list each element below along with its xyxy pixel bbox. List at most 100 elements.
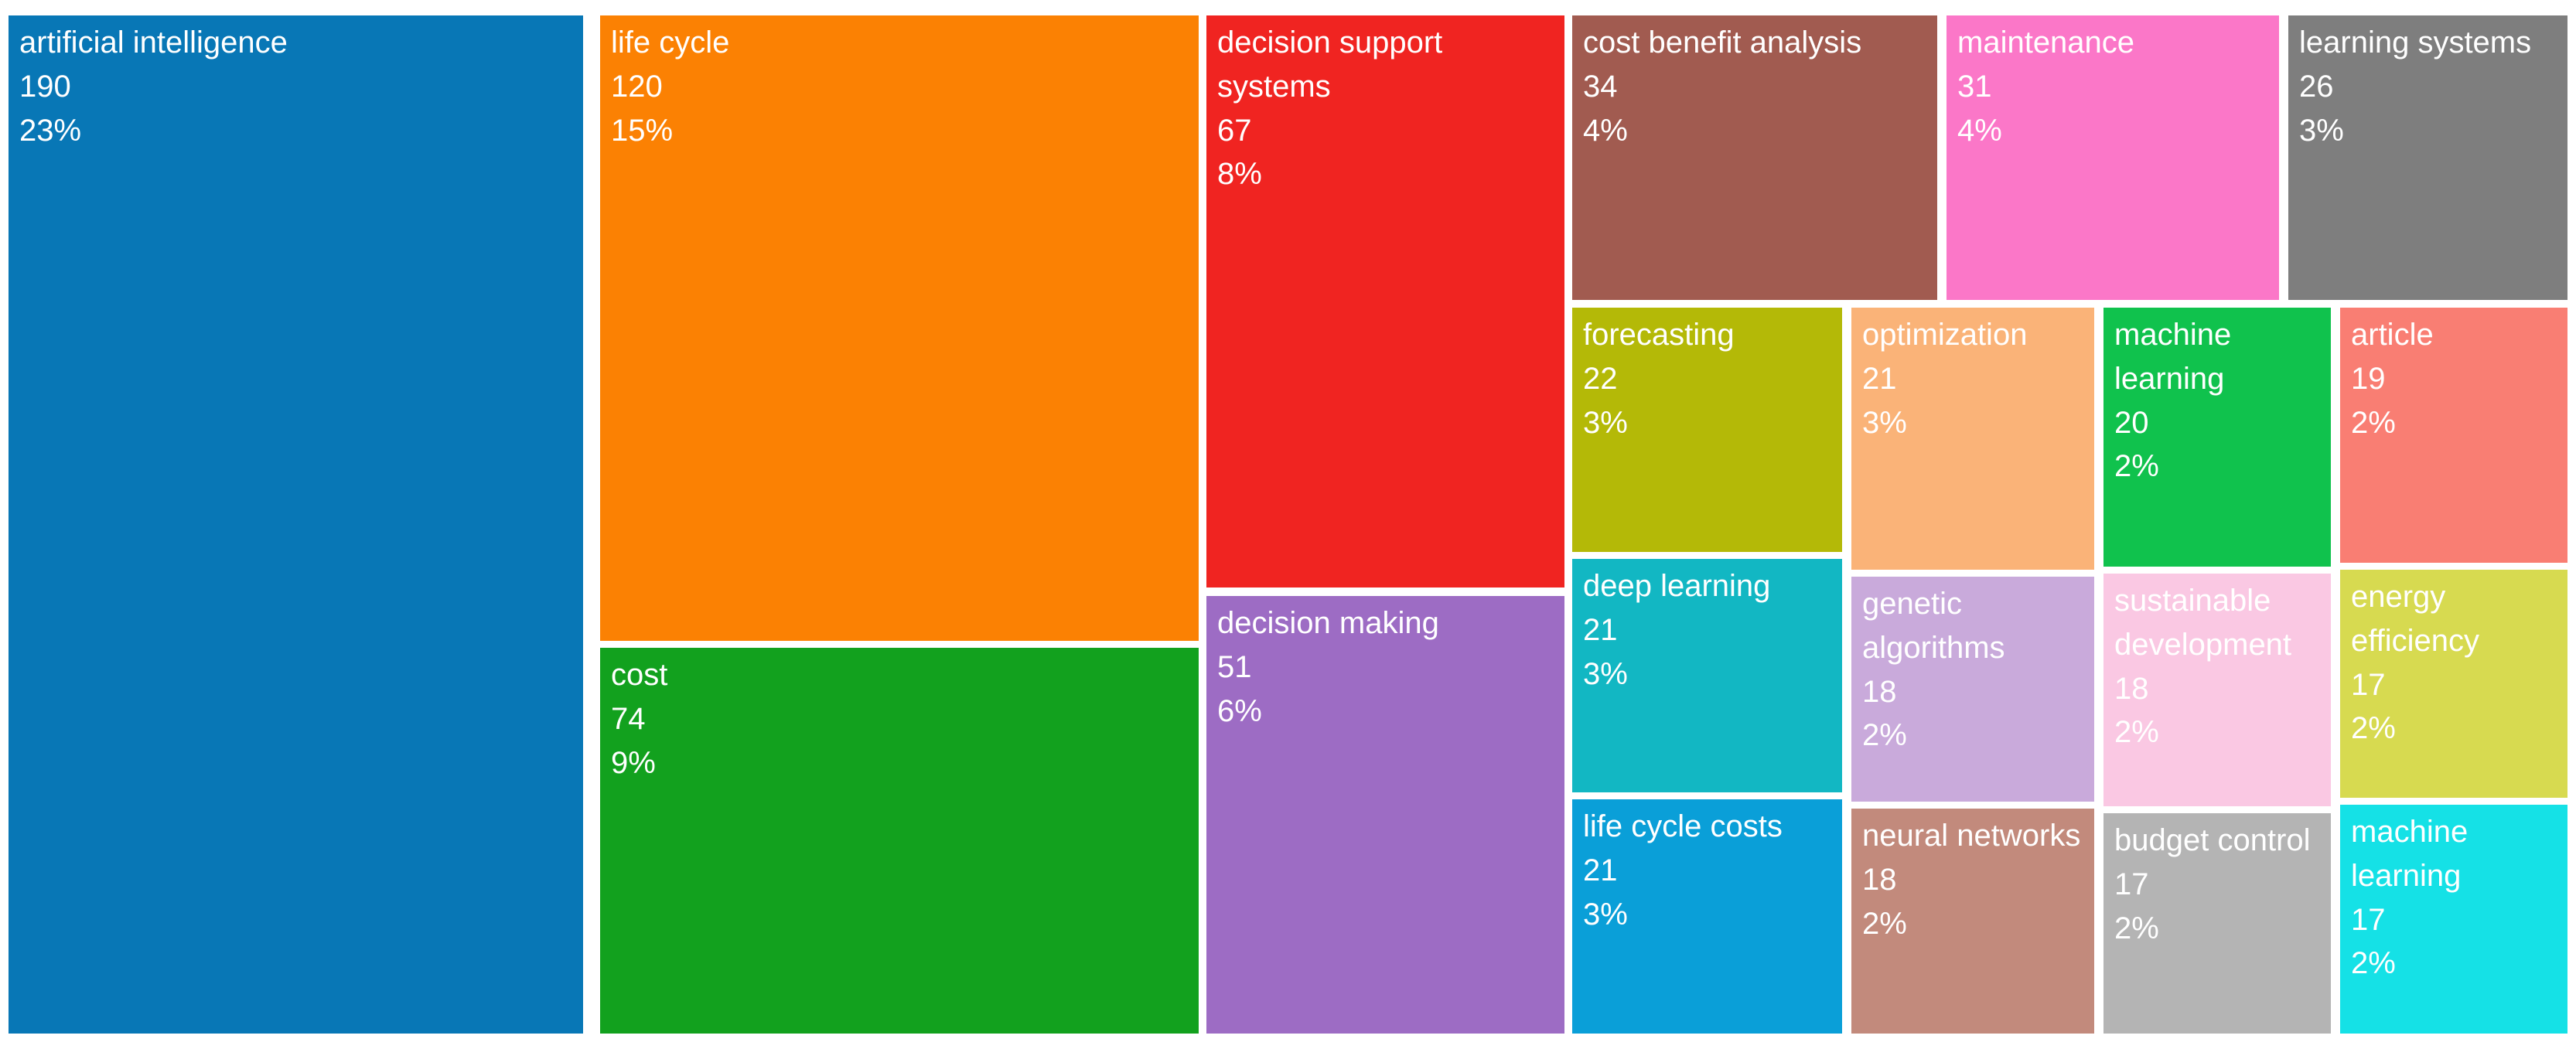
tile-text: genetic algorithms 18 2% bbox=[1851, 577, 2094, 763]
tile-term-label: genetic algorithms bbox=[1862, 587, 2005, 665]
tile-percent-value: 6% bbox=[1217, 693, 1262, 728]
tile-term-label: budget control bbox=[2114, 823, 2311, 857]
tile-count-value: 34 bbox=[1583, 69, 1618, 104]
tile-term-label: machine learning bbox=[2351, 815, 2469, 893]
tile-percent-value: 9% bbox=[611, 745, 656, 780]
tile-percent-value: 2% bbox=[2114, 715, 2159, 750]
tile-percent-value: 8% bbox=[1217, 157, 1262, 192]
treemap-tile-decision-support-systems: decision support systems 67 8% bbox=[1206, 15, 1564, 588]
tile-percent-value: 2% bbox=[2114, 449, 2159, 484]
tile-term-label: forecasting bbox=[1583, 318, 1735, 352]
tile-count-value: 19 bbox=[2351, 361, 2386, 396]
tile-term-label: life cycle costs bbox=[1583, 809, 1783, 843]
tile-text: artificial intelligence 190 23% bbox=[9, 15, 583, 158]
tile-count-value: 17 bbox=[2351, 902, 2386, 937]
treemap-tile-deep-learning: deep learning 21 3% bbox=[1572, 559, 1842, 792]
tile-count-value: 20 bbox=[2114, 405, 2149, 440]
tile-text: decision support systems 67 8% bbox=[1206, 15, 1564, 202]
tile-count-value: 51 bbox=[1217, 649, 1252, 684]
treemap-tile-machine-learning: machine learning 20 2% bbox=[2103, 308, 2331, 567]
tile-percent-value: 2% bbox=[2351, 711, 2396, 746]
tile-text: forecasting 22 3% bbox=[1572, 308, 1842, 450]
tile-percent-value: 2% bbox=[2351, 405, 2396, 440]
treemap-tile-cost-benefit-analysis: cost benefit analysis 34 4% bbox=[1572, 15, 1937, 300]
tile-term-label: life cycle bbox=[611, 26, 730, 60]
treemap-tile-sustainable-development: sustainable development 18 2% bbox=[2103, 574, 2331, 806]
tile-percent-value: 4% bbox=[1957, 113, 2002, 148]
tile-count-value: 120 bbox=[611, 69, 663, 104]
tile-text: optimization 21 3% bbox=[1851, 308, 2094, 450]
tile-count-value: 21 bbox=[1583, 612, 1618, 647]
tile-percent-value: 2% bbox=[2351, 946, 2396, 981]
tile-count-value: 18 bbox=[1862, 674, 1897, 709]
tile-term-label: learning systems bbox=[2299, 26, 2532, 60]
tile-count-value: 31 bbox=[1957, 69, 1992, 104]
tile-count-value: 26 bbox=[2299, 69, 2334, 104]
tile-count-value: 17 bbox=[2351, 667, 2386, 702]
tile-term-label: sustainable development bbox=[2114, 584, 2292, 662]
tile-count-value: 190 bbox=[19, 69, 71, 104]
tile-text: machine learning 20 2% bbox=[2103, 308, 2331, 494]
tile-count-value: 22 bbox=[1583, 361, 1618, 396]
tile-percent-value: 2% bbox=[1862, 718, 1907, 753]
tile-percent-value: 3% bbox=[2299, 113, 2344, 148]
tile-term-label: decision support systems bbox=[1217, 26, 1443, 104]
tile-percent-value: 23% bbox=[19, 113, 82, 148]
tile-count-value: 67 bbox=[1217, 113, 1252, 148]
treemap-tile-article: article 19 2% bbox=[2340, 308, 2567, 563]
treemap-tile-budget-control: budget control 17 2% bbox=[2103, 813, 2331, 1034]
treemap-tile-cost: cost 74 9% bbox=[600, 648, 1199, 1034]
treemap-tile-optimization: optimization 21 3% bbox=[1851, 308, 2094, 570]
tile-text: learning systems 26 3% bbox=[2288, 15, 2567, 158]
tile-term-label: optimization bbox=[1862, 318, 2028, 352]
tile-text: deep learning 21 3% bbox=[1572, 559, 1842, 701]
tile-term-label: machine learning bbox=[2114, 318, 2232, 396]
treemap-tile-life-cycle-costs: life cycle costs 21 3% bbox=[1572, 799, 1842, 1034]
tile-text: machine learning 17 2% bbox=[2340, 805, 2567, 991]
tile-text: life cycle 120 15% bbox=[600, 15, 1199, 158]
tile-percent-value: 15% bbox=[611, 113, 674, 148]
tile-term-label: artificial intelligence bbox=[19, 26, 288, 60]
treemap-tile-forecasting: forecasting 22 3% bbox=[1572, 308, 1842, 552]
treemap-tile-energy-efficiency: energy efficiency 17 2% bbox=[2340, 570, 2567, 798]
tile-text: article 19 2% bbox=[2340, 308, 2567, 450]
tile-percent-value: 3% bbox=[1862, 405, 1907, 440]
tile-percent-value: 2% bbox=[1862, 906, 1907, 941]
tile-count-value: 17 bbox=[2114, 867, 2149, 901]
tile-count-value: 21 bbox=[1862, 361, 1897, 396]
tile-percent-value: 3% bbox=[1583, 897, 1628, 931]
tile-term-label: maintenance bbox=[1957, 26, 2135, 60]
treemap-tile-maintenance: maintenance 31 4% bbox=[1947, 15, 2279, 300]
treemap-tile-learning-systems: learning systems 26 3% bbox=[2288, 15, 2567, 300]
tile-text: sustainable development 18 2% bbox=[2103, 574, 2331, 760]
tile-text: cost benefit analysis 34 4% bbox=[1572, 15, 1937, 158]
treemap-tile-decision-making: decision making 51 6% bbox=[1206, 596, 1564, 1034]
tile-term-label: energy efficiency bbox=[2351, 580, 2480, 658]
tile-term-label: decision making bbox=[1217, 606, 1439, 640]
treemap-tile-neural-networks: neural networks 18 2% bbox=[1851, 809, 2094, 1034]
tile-text: life cycle costs 21 3% bbox=[1572, 799, 1842, 942]
tile-count-value: 74 bbox=[611, 701, 646, 736]
tile-term-label: cost benefit analysis bbox=[1583, 26, 1862, 60]
tile-count-value: 18 bbox=[1862, 862, 1897, 897]
tile-text: decision making 51 6% bbox=[1206, 596, 1564, 738]
tile-term-label: article bbox=[2351, 318, 2434, 352]
tile-text: maintenance 31 4% bbox=[1947, 15, 2279, 158]
tile-percent-value: 3% bbox=[1583, 656, 1628, 691]
tile-text: budget control 17 2% bbox=[2103, 813, 2331, 955]
treemap-tile-genetic-algorithms: genetic algorithms 18 2% bbox=[1851, 577, 2094, 802]
tile-count-value: 21 bbox=[1583, 853, 1618, 887]
tile-percent-value: 2% bbox=[2114, 911, 2159, 945]
tile-term-label: deep learning bbox=[1583, 569, 1771, 603]
tile-count-value: 18 bbox=[2114, 671, 2149, 706]
treemap-tile-artificial-intelligence: artificial intelligence 190 23% bbox=[9, 15, 583, 1034]
tile-term-label: neural networks bbox=[1862, 819, 2081, 853]
tile-text: neural networks 18 2% bbox=[1851, 809, 2094, 951]
treemap-tile-life-cycle: life cycle 120 15% bbox=[600, 15, 1199, 641]
tile-percent-value: 3% bbox=[1583, 405, 1628, 440]
tile-text: cost 74 9% bbox=[600, 648, 1199, 790]
tile-text: energy efficiency 17 2% bbox=[2340, 570, 2567, 756]
tile-term-label: cost bbox=[611, 658, 668, 692]
tile-percent-value: 4% bbox=[1583, 113, 1628, 148]
